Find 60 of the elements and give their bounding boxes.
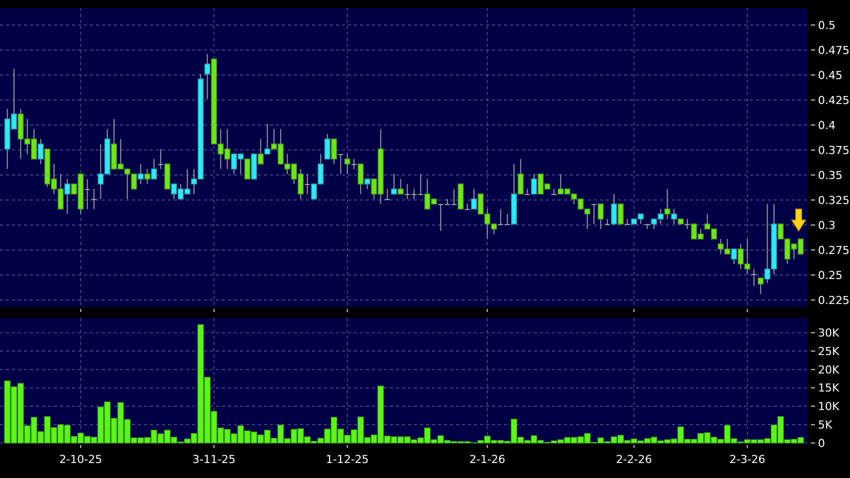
- x-tick-label: 2-10-25: [59, 453, 102, 466]
- candlestick: [731, 248, 737, 264]
- candlestick: [671, 208, 677, 224]
- candlestick: [758, 278, 764, 294]
- candlestick: [138, 164, 144, 184]
- x-tick-label: 2-3-26: [729, 453, 766, 466]
- candlestick: [304, 174, 310, 194]
- candlestick: [684, 218, 690, 230]
- candlestick: [38, 138, 44, 164]
- x-tick-label: 2-2-26: [616, 453, 652, 466]
- y-tick-label: 0.375: [818, 144, 850, 157]
- y-tick-label: 0.25: [818, 268, 842, 282]
- y-tick-label: 30K: [818, 326, 840, 340]
- candlestick: [338, 154, 344, 174]
- candlestick: [504, 214, 510, 225]
- y-tick-label: 10K: [818, 400, 840, 414]
- candlestick: [664, 188, 670, 220]
- y-tick-label: 25K: [818, 344, 840, 358]
- candlestick: [84, 178, 90, 210]
- y-tick-label: 0.425: [818, 94, 850, 107]
- x-tick-label: 2-1-26: [469, 453, 506, 466]
- y-tick-label: 20K: [818, 363, 840, 376]
- y-tick-label: 0.35: [818, 168, 842, 182]
- candlestick: [258, 138, 264, 164]
- candlestick: [624, 218, 630, 225]
- y-tick-label: 0.225: [818, 294, 850, 307]
- candlestick: [438, 204, 444, 232]
- candlestick: [384, 188, 390, 200]
- candlestick: [324, 134, 330, 160]
- candlestick: [524, 188, 530, 195]
- candlestick: [604, 218, 610, 225]
- candlestick: [498, 208, 504, 225]
- candlestick: [552, 188, 556, 195]
- candlestick: [264, 124, 270, 154]
- x-tick-label: 1-12-25: [326, 453, 369, 466]
- candlestick: [92, 188, 96, 210]
- candlestick: [151, 158, 157, 180]
- candlestick: [204, 54, 210, 100]
- y-tick-label: 0.3: [818, 218, 836, 232]
- y-tick-label: 0: [818, 436, 825, 450]
- candlestick: [618, 204, 624, 224]
- y-tick-label: 0.45: [818, 68, 842, 82]
- x-tick-label: 3-11-25: [192, 453, 236, 466]
- y-tick-label: 0.475: [818, 44, 850, 57]
- candlestick: [752, 268, 756, 286]
- y-tick-label: 0.325: [818, 194, 850, 207]
- y-tick-label: 0.4: [818, 118, 836, 132]
- candlestick: [244, 158, 250, 180]
- candlestick: [144, 168, 150, 184]
- y-tick-label: 0.5: [818, 18, 836, 32]
- y-tick-label: 0.275: [818, 244, 850, 257]
- candlestick: [464, 204, 470, 210]
- candlestick: [64, 178, 70, 214]
- candlestick: [352, 158, 356, 170]
- candlestick: [391, 174, 397, 194]
- candlestick: [592, 204, 596, 224]
- y-tick-label: 15K: [818, 382, 840, 395]
- y-tick-label: 5K: [818, 418, 833, 432]
- candlestick: [364, 178, 370, 190]
- candlestick: [158, 148, 164, 170]
